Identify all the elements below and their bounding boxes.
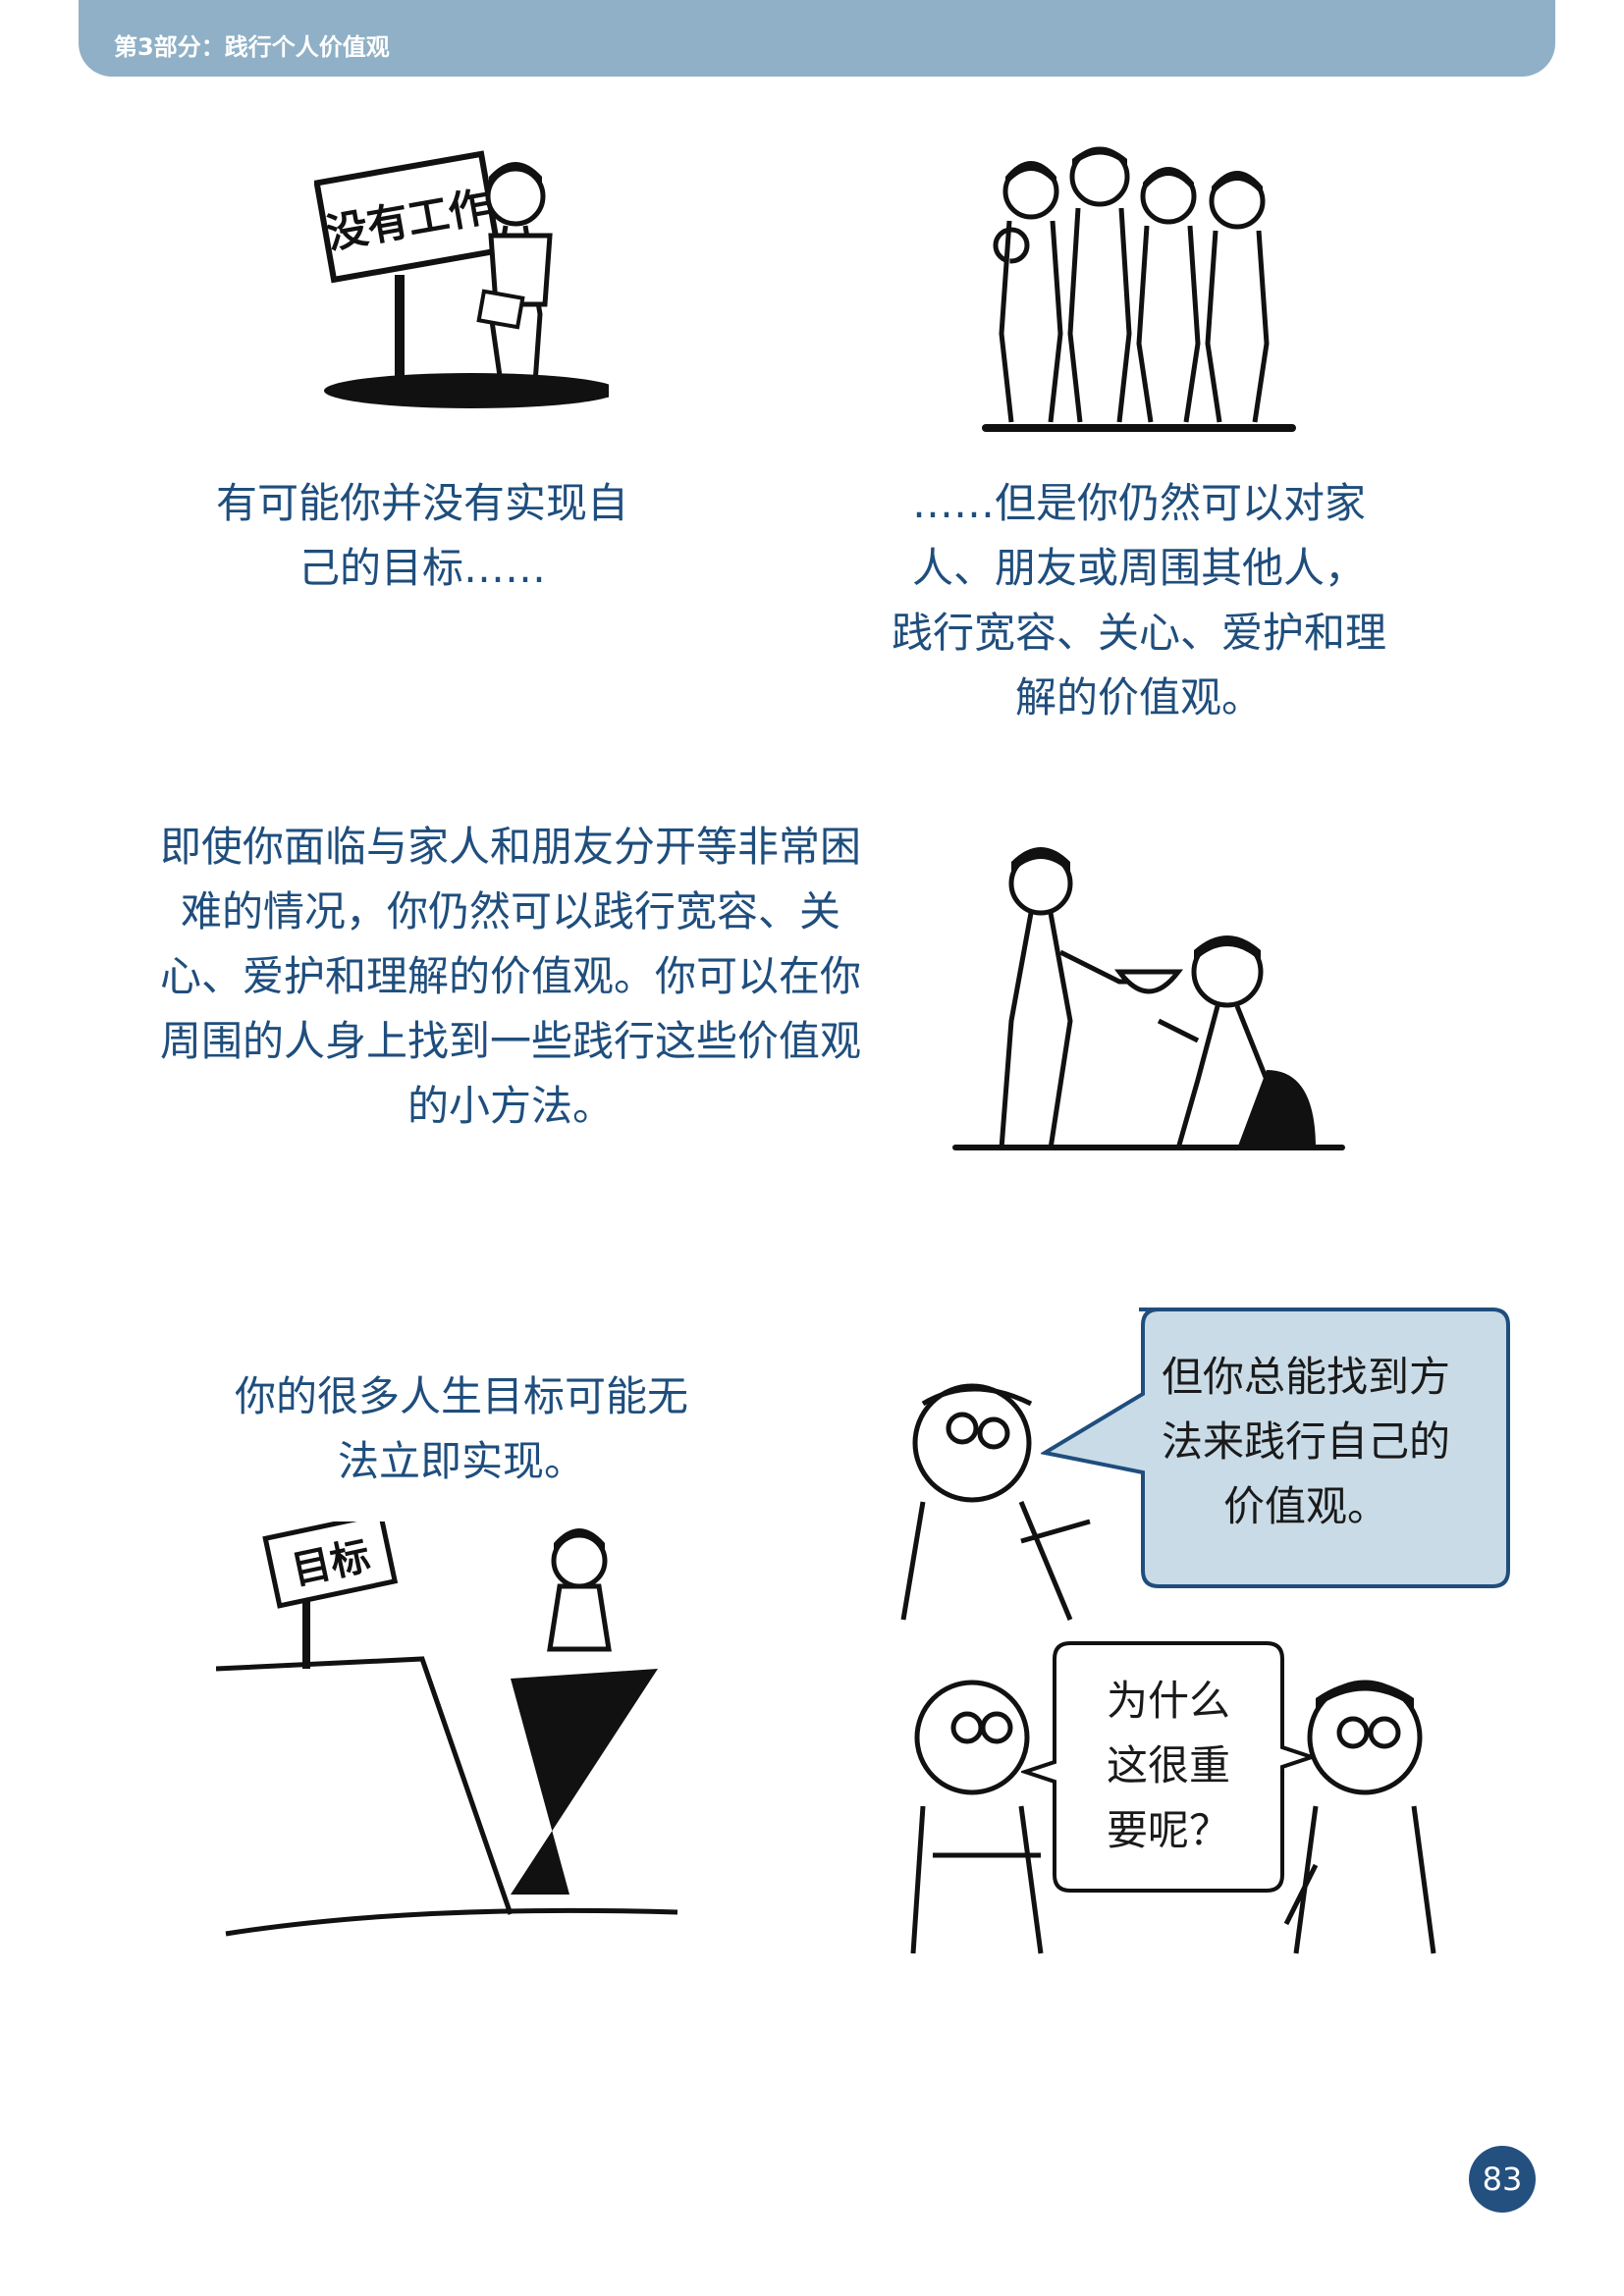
page-number-badge: 83 [1469,2146,1536,2213]
caption-panel-1: 有可能你并没有实现自 己的目标…… [147,471,697,601]
caption-panel-3: 即使你面临与家人和朋友分开等非常困 难的情况，你仍然可以践行宽容、关 心、爱护和… [108,815,913,1139]
bubble-line: 这很重 [1070,1734,1267,1798]
caption-line: 人、朋友或周围其他人， [864,536,1414,601]
caption-line: 解的价值观。 [864,666,1414,730]
bubble-line: 价值观。 [1149,1474,1463,1539]
unemployed-man-illustration: 没有工作 [314,137,609,412]
bubble-line: 但你总能找到方 [1149,1345,1463,1410]
caption-line: 己的目标…… [147,536,697,601]
bubble-text-question: 为什么 这很重 要呢？ [1070,1669,1267,1863]
header-bar: 第3部分：践行个人价值观 [79,0,1555,77]
caption-line: 有可能你并没有实现自 [147,471,697,536]
sharing-bowl-illustration [943,825,1355,1178]
caption-line: ……但是你仍然可以对家 [864,471,1414,536]
bubble-text-values: 但你总能找到方 法来践行自己的 价值观。 [1149,1345,1463,1539]
caption-line: 心、爱护和理解的价值观。你可以在你 [108,944,913,1009]
bubble-line: 要呢？ [1070,1798,1267,1863]
caption-line: 你的很多人生目标可能无 [187,1364,736,1429]
caption-line: 周围的人身上找到一些践行这些价值观 [108,1009,913,1074]
section-title: 第3部分：践行个人价值观 [114,27,390,62]
cliff-goal-illustration: 目标 [216,1522,707,1944]
caption-line: 践行宽容、关心、爱护和理 [864,601,1414,666]
bubble-line: 为什么 [1070,1669,1267,1734]
caption-line: 法立即实现。 [187,1429,736,1494]
family-group-illustration [962,137,1316,442]
caption-panel-2: ……但是你仍然可以对家 人、朋友或周围其他人， 践行宽容、关心、爱护和理 解的价… [864,471,1414,730]
caption-line: 即使你面临与家人和朋友分开等非常困 [108,815,913,880]
caption-line: 的小方法。 [108,1074,913,1139]
caption-line: 难的情况，你仍然可以践行宽容、关 [108,880,913,944]
bubble-line: 法来践行自己的 [1149,1410,1463,1474]
caption-panel-4: 你的很多人生目标可能无 法立即实现。 [187,1364,736,1494]
